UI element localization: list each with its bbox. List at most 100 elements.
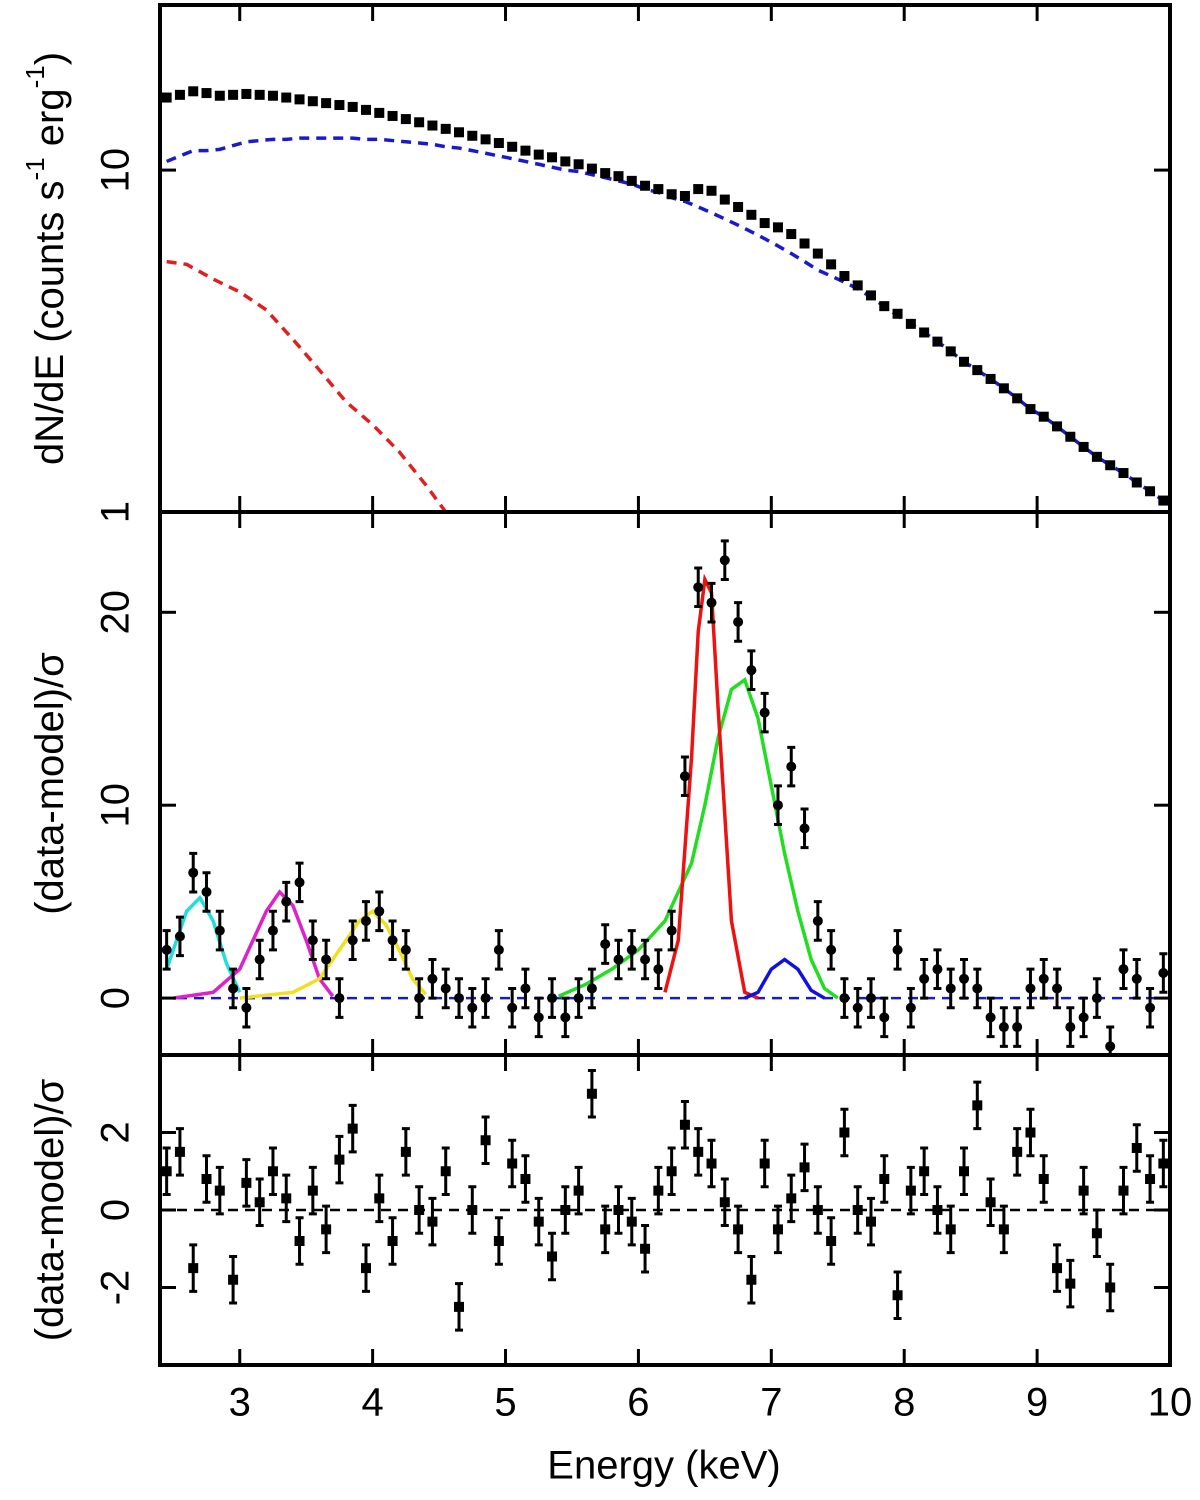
data-point xyxy=(454,127,465,138)
data-point xyxy=(945,1224,956,1235)
y-axis-label: (data-model)/σ xyxy=(28,652,72,915)
data-point xyxy=(520,983,531,994)
data-point xyxy=(613,1205,624,1215)
data-point xyxy=(267,90,278,101)
data-point xyxy=(586,163,597,174)
data-point xyxy=(905,318,916,329)
data-point xyxy=(733,616,744,627)
data-point xyxy=(1145,1174,1156,1184)
data-point xyxy=(1091,1228,1102,1239)
data-point xyxy=(360,915,371,926)
data-point xyxy=(666,189,677,200)
data-point xyxy=(1105,1282,1116,1293)
data-point xyxy=(679,771,690,782)
data-point xyxy=(188,86,199,97)
data-point xyxy=(467,1205,478,1215)
data-point xyxy=(507,1002,518,1013)
plot-area xyxy=(161,86,1169,512)
y-axis-label-part: dN/dE (counts s xyxy=(28,180,72,465)
data-point xyxy=(1131,973,1142,984)
y-tick-label: 0 xyxy=(94,987,138,1009)
data-point xyxy=(998,1022,1009,1033)
model-line xyxy=(165,136,1165,503)
data-point xyxy=(1131,477,1142,488)
data-point xyxy=(334,100,345,111)
data-point xyxy=(826,1236,837,1246)
data-point xyxy=(507,1158,518,1169)
data-point xyxy=(281,92,292,103)
data-point xyxy=(467,1002,478,1013)
data-point xyxy=(573,1185,584,1196)
data-point xyxy=(1052,1263,1063,1274)
data-point xyxy=(786,229,797,240)
data-point xyxy=(706,1158,717,1169)
data-point xyxy=(241,1002,252,1013)
data-point xyxy=(414,1205,425,1215)
data-point xyxy=(972,1100,983,1111)
panel-frame xyxy=(158,510,1172,1057)
x-tick-label: 7 xyxy=(760,1381,782,1425)
x-tick-label: 6 xyxy=(627,1381,649,1425)
y-tick-label: -2 xyxy=(94,1270,138,1306)
data-point xyxy=(746,1274,757,1285)
data-point xyxy=(414,117,425,128)
data-point xyxy=(1038,411,1049,422)
data-point xyxy=(1091,451,1102,462)
data-point xyxy=(254,89,265,100)
data-point xyxy=(321,1224,332,1235)
model-line xyxy=(744,957,826,1000)
data-point xyxy=(706,185,717,196)
x-tick-label: 3 xyxy=(229,1381,251,1425)
data-point xyxy=(1118,1185,1129,1196)
data-point xyxy=(799,823,810,834)
data-point xyxy=(640,180,651,191)
y-tick-label: 1 xyxy=(94,501,138,523)
data-point xyxy=(1065,1022,1076,1033)
data-point xyxy=(1038,973,1049,984)
data-point xyxy=(1145,1002,1156,1013)
data-point xyxy=(454,993,465,1004)
data-point xyxy=(879,1012,890,1023)
data-point xyxy=(1091,993,1102,1004)
data-point xyxy=(533,149,544,160)
data-point xyxy=(560,156,571,167)
data-point xyxy=(865,290,876,301)
data-point xyxy=(440,1166,451,1177)
panel-frame xyxy=(158,1053,1172,1367)
data-point xyxy=(294,877,305,888)
data-point xyxy=(400,944,411,955)
data-point xyxy=(547,152,558,163)
data-point xyxy=(254,1197,265,1208)
data-point xyxy=(1012,1146,1023,1157)
data-point xyxy=(560,1205,571,1215)
data-point xyxy=(812,1205,823,1215)
data-point xyxy=(892,308,903,319)
data-point xyxy=(786,761,797,772)
data-point xyxy=(1158,495,1169,506)
data-point xyxy=(945,346,956,357)
data-point xyxy=(214,90,225,101)
data-point xyxy=(733,1224,744,1235)
data-point xyxy=(188,1263,199,1274)
data-point xyxy=(321,954,332,965)
data-point xyxy=(932,964,943,975)
data-point xyxy=(746,665,757,676)
data-point xyxy=(839,271,850,282)
data-point xyxy=(640,954,651,965)
data-point xyxy=(719,1197,730,1208)
data-point xyxy=(679,1119,690,1130)
data-point xyxy=(653,184,664,195)
data-point xyxy=(454,1301,465,1312)
data-point xyxy=(201,88,212,99)
data-point xyxy=(1158,1158,1169,1169)
data-point xyxy=(919,1166,930,1177)
data-point xyxy=(214,1185,225,1196)
data-point xyxy=(772,800,783,811)
data-point xyxy=(374,906,385,917)
data-point xyxy=(387,1236,398,1246)
data-point xyxy=(533,1012,544,1023)
data-point xyxy=(480,1135,491,1146)
data-point xyxy=(427,1216,438,1227)
data-point xyxy=(998,1224,1009,1235)
data-point xyxy=(188,867,199,878)
